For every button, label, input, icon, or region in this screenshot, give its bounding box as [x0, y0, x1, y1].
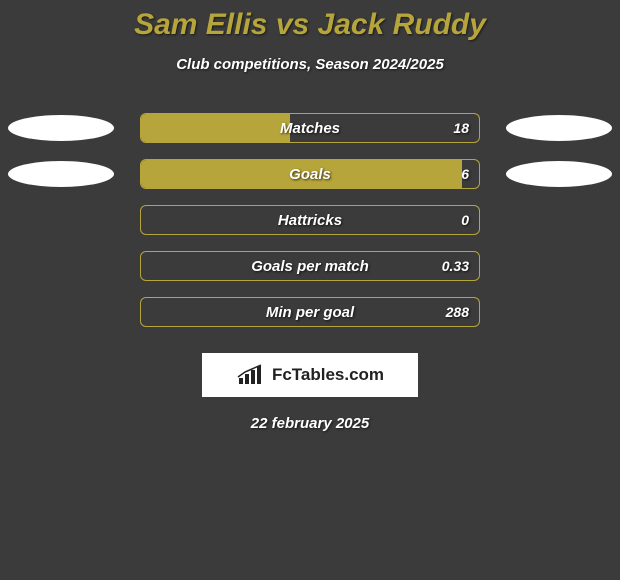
stat-label: Min per goal [141, 298, 479, 326]
page-title: Sam Ellis vs Jack Ruddy [0, 8, 620, 42]
player-left-marker [8, 115, 114, 141]
stat-value: 0.33 [442, 252, 469, 280]
stat-bar: Hattricks0 [140, 205, 480, 235]
stats-rows-container: Matches18 Goals6 Hattricks0 Goals per match… [0, 105, 620, 335]
stat-bar: Goals per match0.33 [140, 251, 480, 281]
infographic-root: Sam Ellis vs Jack Ruddy Club competition… [0, 0, 620, 432]
stat-bar: Matches18 [140, 113, 480, 143]
stat-value: 288 [446, 298, 469, 326]
stat-row: Goals6 [0, 151, 620, 197]
stat-bar: Min per goal288 [140, 297, 480, 327]
stat-row: Matches18 [0, 105, 620, 151]
stat-value: 6 [461, 160, 469, 188]
stat-label: Goals [141, 160, 479, 188]
stat-label: Goals per match [141, 252, 479, 280]
player-right-marker [506, 115, 612, 141]
source-logo-text: FcTables.com [272, 365, 384, 385]
stat-row: Goals per match0.33 [0, 243, 620, 289]
snapshot-date: 22 february 2025 [0, 415, 620, 432]
stat-row: Hattricks0 [0, 197, 620, 243]
page-subtitle: Club competitions, Season 2024/2025 [0, 56, 620, 73]
bar-chart-icon [236, 364, 266, 386]
player-right-marker [506, 161, 612, 187]
stat-label: Matches [141, 114, 479, 142]
player-left-marker [8, 161, 114, 187]
stat-bar: Goals6 [140, 159, 480, 189]
stat-value: 18 [453, 114, 469, 142]
stat-value: 0 [461, 206, 469, 234]
stat-row: Min per goal288 [0, 289, 620, 335]
source-logo: FcTables.com [202, 353, 418, 397]
stat-label: Hattricks [141, 206, 479, 234]
